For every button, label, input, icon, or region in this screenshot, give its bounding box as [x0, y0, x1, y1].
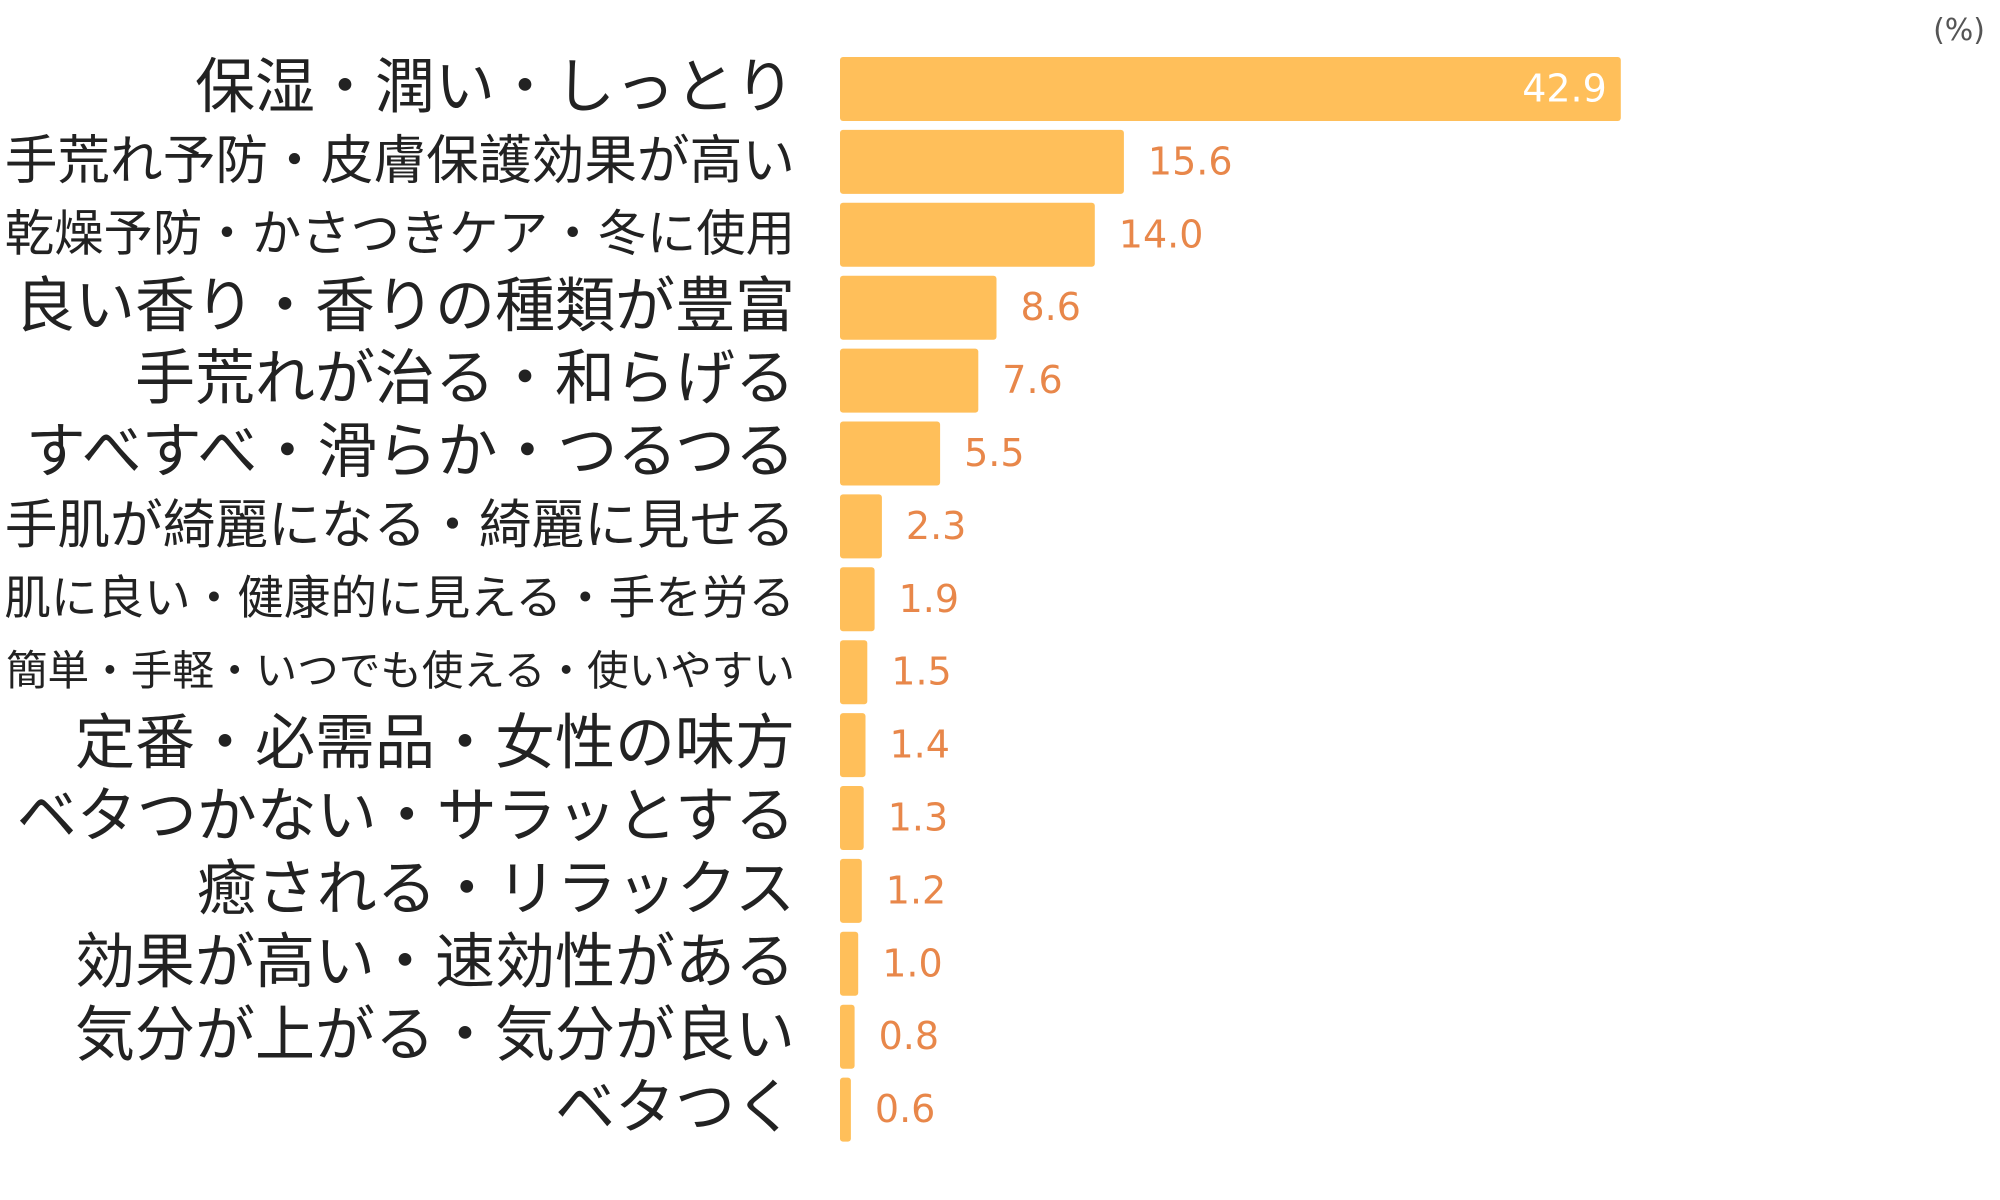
category-label-1: 保湿・潤い・しっとり [195, 53, 795, 123]
bar-2 [840, 129, 1124, 194]
category-label-2: 手荒れ予防・皮膚保護効果が高い [5, 131, 795, 192]
category-label-8: 肌に良い・健康的に見える・手を労る [4, 571, 795, 625]
bar-10 [840, 713, 866, 778]
value-label-5: 7.6 [1002, 358, 1062, 402]
category-label-10: 定番・必需品・女性の味方 [75, 709, 795, 779]
value-label-10: 1.4 [890, 723, 950, 767]
value-label-9: 1.5 [891, 650, 951, 694]
bar-14 [840, 1004, 855, 1069]
value-label-13: 1.0 [882, 941, 942, 985]
bar-9 [840, 640, 868, 705]
value-label-4: 8.6 [1021, 285, 1081, 329]
category-label-3: 乾燥予防・かさつきケア・冬に使用 [5, 204, 795, 262]
value-label-2: 15.6 [1148, 139, 1233, 183]
bars-group [840, 57, 1621, 1142]
bar-15 [840, 1077, 851, 1142]
bar-1 [840, 57, 1621, 121]
category-label-11: ベタつかない・サラッとする [17, 782, 795, 852]
value-label-15: 0.6 [875, 1087, 935, 1131]
value-label-7: 2.3 [906, 504, 966, 548]
bar-12 [840, 858, 862, 923]
value-label-1: 42.9 [1522, 67, 1607, 111]
category-label-7: 手肌が綺麗になる・綺麗に見せる [5, 495, 795, 556]
bar-13 [840, 931, 859, 996]
bar-5 [840, 348, 979, 413]
bar-3 [840, 202, 1095, 267]
category-label-13: 効果が高い・速効性がある [75, 927, 795, 997]
value-label-14: 0.8 [879, 1014, 939, 1058]
bar-11 [840, 786, 864, 850]
bar-8 [840, 567, 875, 632]
unit-label: (%) [1933, 13, 1985, 48]
category-label-4: 良い香り・香りの種類が豊富 [15, 271, 795, 341]
value-labels-group: 42.9 15.6 14.0 8.6 7.6 5.5 2.3 1.9 1.5 1.4 1.3 1.2 1… [875, 67, 1607, 1132]
bar-6 [840, 421, 941, 486]
category-label-9: 簡単・手軽・いつでも使える・使いやすい [6, 646, 795, 695]
category-labels-group: 保湿・潤い・しっとり手荒れ予防・皮膚保護効果が高い乾燥予防・かさつきケア・冬に使… [4, 53, 795, 1144]
category-label-6: すべすべ・滑らか・つるつる [26, 417, 795, 487]
bar-4 [840, 275, 997, 340]
bar-7 [840, 494, 882, 559]
value-label-11: 1.3 [888, 796, 948, 840]
category-label-5: 手荒れが治る・和らげる [135, 344, 795, 414]
value-label-6: 5.5 [964, 431, 1024, 475]
value-label-12: 1.2 [886, 868, 946, 912]
value-label-3: 14.0 [1119, 212, 1204, 256]
category-label-14: 気分が上がる・気分が良い [75, 1000, 795, 1070]
value-label-8: 1.9 [899, 577, 959, 621]
category-label-12: 癒される・リラックス [197, 854, 795, 924]
category-label-15: ベタつく [555, 1073, 795, 1143]
